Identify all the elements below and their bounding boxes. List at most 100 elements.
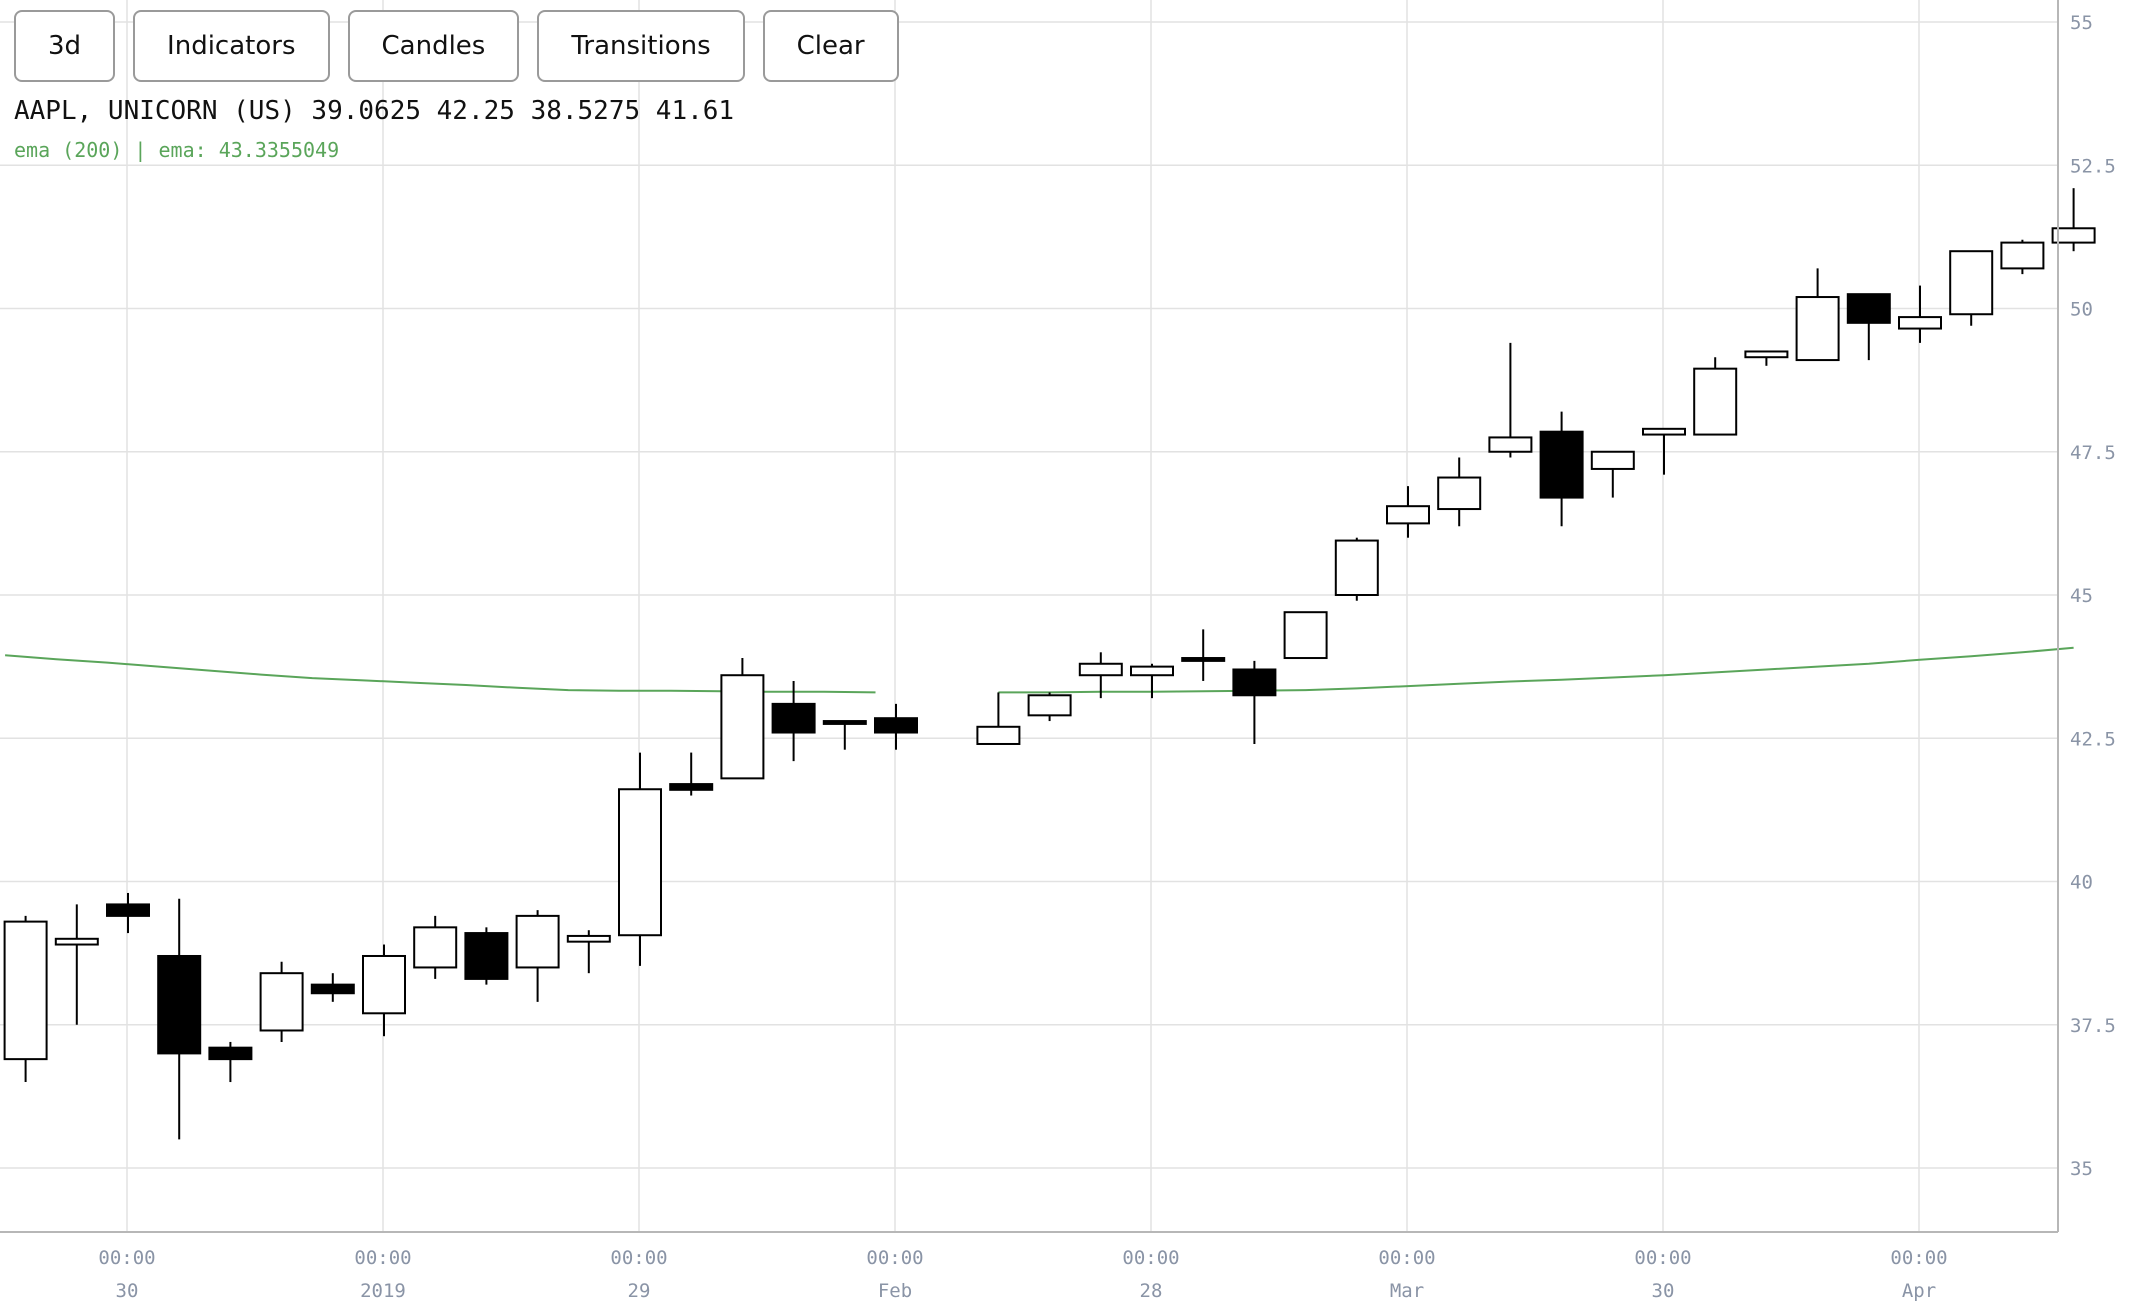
candle-body (3, 920, 48, 1061)
candle (566, 930, 611, 974)
candle-body (2000, 241, 2045, 270)
candle (362, 944, 406, 1037)
price-tick-label: 37.5 (2070, 1015, 2116, 1037)
price-tick-label: 40 (2070, 872, 2093, 894)
indicators-button[interactable]: Indicators (133, 10, 330, 82)
candle-body (259, 972, 304, 1032)
candle (3, 915, 48, 1083)
date-tick-label: 30 (1652, 1280, 1675, 1302)
candles-button[interactable]: Candles (347, 10, 520, 82)
candle (976, 692, 1021, 745)
candle-body (464, 932, 509, 980)
candle-body (976, 725, 1021, 745)
candle (1539, 411, 1584, 527)
candle (1795, 268, 1840, 362)
candle (54, 904, 99, 1025)
candle (618, 752, 662, 966)
candle (259, 961, 304, 1042)
candle (1846, 293, 1891, 361)
candle-body (1488, 436, 1533, 453)
time-tick-label: 00:00 (1122, 1247, 1179, 1269)
candle (822, 720, 867, 750)
candle-body (413, 926, 458, 969)
candle-body (669, 783, 714, 791)
candle-body (874, 717, 918, 734)
candle (1283, 611, 1328, 660)
time-tick-label: 00:00 (1634, 1247, 1691, 1269)
candle-body (1693, 367, 1738, 436)
candle-body (1539, 430, 1584, 499)
candle-body (1949, 250, 1994, 316)
candle (1642, 427, 1686, 475)
candle-body (362, 954, 406, 1015)
candle (1898, 285, 1942, 343)
date-tick-label: 29 (628, 1280, 651, 1302)
ohlc-values: 39.0625 42.25 38.5275 41.61 (311, 96, 735, 126)
date-tick-label: 30 (116, 1280, 139, 1302)
candle-body (1283, 611, 1328, 660)
candle-body (1795, 296, 1840, 362)
candle-body (1027, 694, 1072, 717)
candle (2051, 188, 2096, 252)
candle (2000, 239, 2045, 275)
candle-body (157, 954, 202, 1055)
ema-series (5, 646, 2074, 694)
time-tick-label: 00:00 (1890, 1247, 1947, 1269)
candle (669, 752, 714, 796)
toolbar: 3d Indicators Candles Transitions Clear (14, 10, 899, 82)
candle (515, 910, 560, 1002)
candle (1232, 660, 1277, 744)
candle-body (822, 720, 867, 725)
price-tick-label: 50 (2070, 299, 2093, 321)
date-tick-label: 28 (1140, 1280, 1163, 1302)
candle-body (515, 914, 560, 969)
ema-line (998, 646, 2074, 694)
transitions-button[interactable]: Transitions (537, 10, 745, 82)
symbol-label: AAPL, UNICORN (US) (14, 96, 296, 126)
candle-body (54, 937, 99, 946)
candle-body (2051, 227, 2096, 244)
candle (1078, 652, 1123, 699)
price-tick-label: 42.5 (2070, 728, 2116, 750)
price-tick-label: 55 (2070, 12, 2093, 34)
candle (1181, 629, 1226, 681)
candle-body (1744, 350, 1789, 359)
candle-body (1437, 476, 1482, 511)
indicator-legend: ema (200) | ema: 43.3355049 (14, 138, 340, 162)
candle-body (771, 702, 816, 734)
clear-button[interactable]: Clear (762, 10, 899, 82)
candle-body (208, 1046, 253, 1061)
candle-body (1078, 662, 1123, 677)
candle-body (1642, 427, 1686, 436)
candle (1386, 486, 1430, 538)
candle-body (618, 788, 662, 937)
candle (310, 973, 355, 1002)
ohlc-legend: AAPL, UNICORN (US) 39.0625 42.25 38.5275… (14, 96, 734, 126)
price-axis[interactable]: 35 37.5 40 42.5 45 47.5 50 52.5 55 (2070, 12, 2116, 1180)
time-tick-label: 00:00 (866, 1247, 923, 1269)
candle-body (1846, 293, 1891, 324)
interval-button[interactable]: 3d (14, 10, 116, 82)
price-tick-label: 47.5 (2070, 442, 2116, 464)
grid (0, 0, 2058, 1232)
time-tick-label: 00:00 (354, 1247, 411, 1269)
price-tick-label: 45 (2070, 585, 2093, 607)
candle (464, 927, 509, 985)
candle-body (1334, 539, 1379, 597)
time-tick-label: 00:00 (610, 1247, 667, 1269)
candle (1590, 450, 1635, 498)
date-tick-label: Apr (1902, 1280, 1936, 1302)
candle (874, 703, 918, 750)
date-tick-label: Feb (878, 1280, 912, 1302)
candle (413, 915, 458, 979)
candle-body (106, 903, 150, 917)
time-tick-label: 00:00 (1378, 1247, 1435, 1269)
candle (720, 658, 765, 780)
price-tick-label: 35 (2070, 1158, 2093, 1180)
time-axis[interactable]: 00:00 30 00:00 2019 00:00 29 00:00 Feb 00:00 28 00… (98, 1247, 1947, 1302)
candle-body (1898, 316, 1942, 330)
candle (771, 680, 816, 762)
candle (1334, 537, 1379, 601)
candle (1949, 250, 1994, 326)
